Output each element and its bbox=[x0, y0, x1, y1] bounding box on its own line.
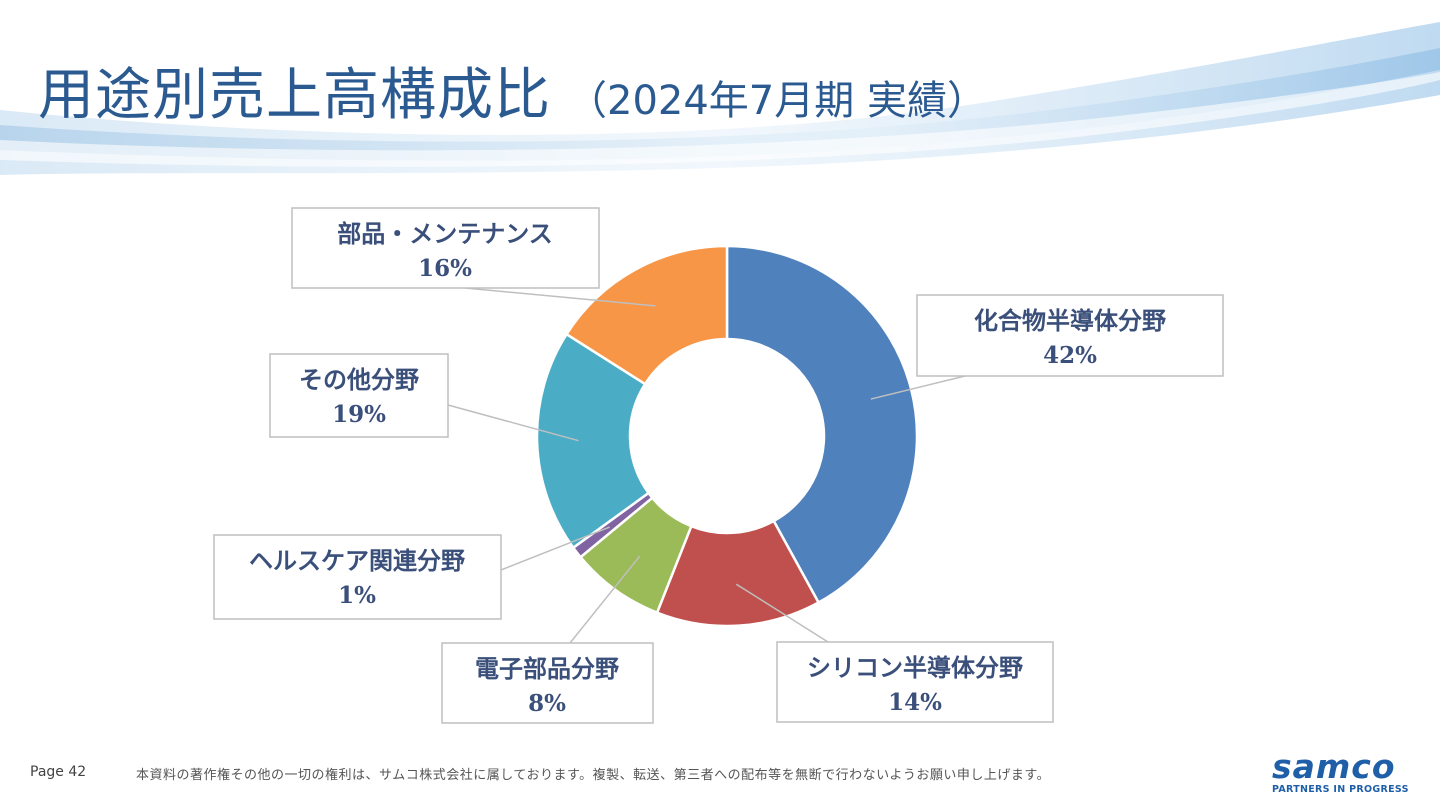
title-main: 用途別売上高構成比 bbox=[38, 63, 551, 128]
label-box-healthcare bbox=[213, 534, 502, 620]
title-sub: （2024年7月期 実績） bbox=[567, 78, 987, 124]
label-box-parts-maintenance bbox=[291, 207, 600, 289]
label-box-electronic-components bbox=[441, 642, 654, 724]
page-number: Page 42 bbox=[30, 764, 87, 780]
page-title: 用途別売上高構成比 （2024年7月期 実績） bbox=[38, 50, 987, 130]
slice-parts-maintenance bbox=[564, 244, 729, 386]
leader-line-compound-semiconductor bbox=[870, 375, 966, 400]
label-category-silicon-semiconductor: シリコン半導体分野 bbox=[807, 654, 1023, 682]
label-category-healthcare: ヘルスケア関連分野 bbox=[249, 547, 465, 575]
logo-tagline: PARTNERS IN PROGRESS bbox=[1272, 784, 1409, 795]
leader-lines bbox=[447, 287, 966, 644]
label-category-electronic-components: 電子部品分野 bbox=[475, 655, 619, 683]
label-value-compound-semiconductor: 42% bbox=[1043, 342, 1097, 369]
label-value-others: 19% bbox=[332, 401, 386, 428]
leader-line-others bbox=[447, 404, 579, 442]
label-category-parts-maintenance: 部品・メンテナンス bbox=[337, 220, 553, 248]
leader-line-electronic-components bbox=[569, 555, 641, 644]
slice-compound-semiconductor bbox=[725, 244, 919, 605]
leader-line-parts-maintenance bbox=[464, 287, 656, 307]
label-value-parts-maintenance: 16% bbox=[418, 255, 472, 282]
slice-others bbox=[535, 332, 651, 550]
data-labels: 化合物半導体分野 42% シリコン半導体分野 14% 電子部品分野 8% ヘルスケア関連分野… bbox=[213, 207, 1224, 724]
samco-logo: samco PARTNERS IN PROGRESS bbox=[1272, 747, 1414, 796]
label-value-healthcare: 1% bbox=[338, 582, 376, 609]
logo-word: samco bbox=[1272, 747, 1396, 786]
copyright-note: 本資料の著作権その他の一切の権利は、サムコ株式会社に属しております。複製、転送、… bbox=[136, 768, 1051, 783]
label-box-silicon-semiconductor bbox=[776, 641, 1054, 723]
header-banner bbox=[0, 22, 1440, 175]
label-category-compound-semiconductor: 化合物半導体分野 bbox=[974, 307, 1166, 335]
label-box-compound-semiconductor bbox=[916, 294, 1224, 377]
label-value-electronic-components: 8% bbox=[528, 690, 566, 717]
label-box-others bbox=[269, 353, 449, 438]
leader-line-healthcare bbox=[500, 526, 610, 571]
leader-line-silicon-semiconductor bbox=[735, 583, 829, 643]
donut-slices bbox=[535, 244, 919, 628]
label-category-others: その他分野 bbox=[299, 366, 419, 394]
label-value-silicon-semiconductor: 14% bbox=[888, 689, 942, 716]
